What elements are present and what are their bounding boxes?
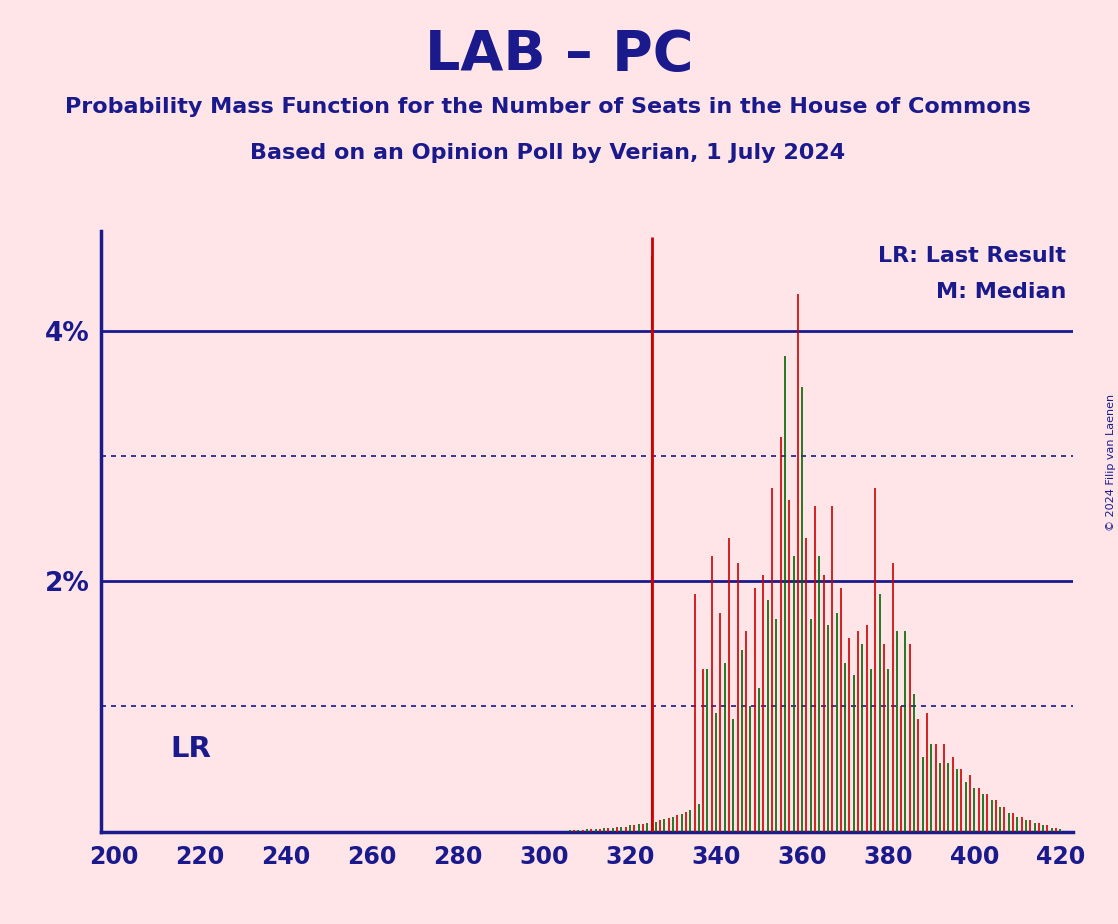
Text: LR: Last Result: LR: Last Result <box>879 246 1067 266</box>
Text: Probability Mass Function for the Number of Seats in the House of Commons: Probability Mass Function for the Number… <box>65 97 1031 117</box>
Text: © 2024 Filip van Laenen: © 2024 Filip van Laenen <box>1106 394 1116 530</box>
Text: M: Median: M: Median <box>936 282 1067 302</box>
Text: LR: LR <box>171 735 211 762</box>
Text: LAB – PC: LAB – PC <box>425 28 693 81</box>
Text: Based on an Opinion Poll by Verian, 1 July 2024: Based on an Opinion Poll by Verian, 1 Ju… <box>250 143 845 164</box>
